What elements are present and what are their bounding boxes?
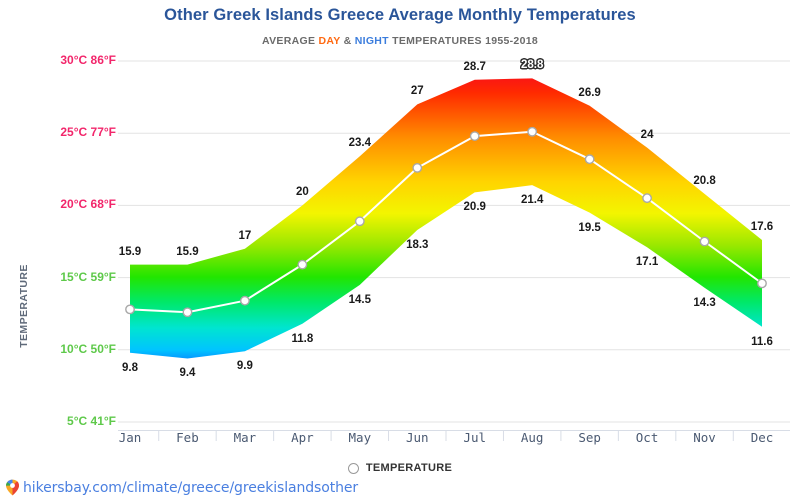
y-axis-tick-25: 25°C 77°F	[60, 125, 116, 140]
x-axis-tick-may: May	[348, 430, 372, 445]
data-label-night-jul: 20.9	[463, 201, 486, 214]
y-axis-tick-10: 10°C 50°F	[60, 341, 116, 356]
data-label-day-may: 23.4	[348, 137, 372, 150]
x-axis-tick-nov: Nov	[693, 430, 716, 445]
data-label-night-oct: 17.1	[635, 256, 659, 269]
data-point-jul[interactable]	[469, 131, 480, 141]
data-point-aug[interactable]	[527, 126, 538, 137]
data-point-jan[interactable]	[125, 304, 135, 315]
x-axis-tick-dec: Dec	[750, 430, 774, 445]
x-axis-tick-apr: Apr	[291, 430, 314, 445]
data-point-feb[interactable]	[182, 307, 193, 318]
data-label-day-sep: 26.9	[578, 86, 601, 99]
subtitle-day-word: DAY	[318, 35, 341, 47]
chart-legend: TEMPERATURE	[0, 462, 800, 474]
x-axis-tick-jan: Jan	[118, 430, 142, 445]
data-point-may[interactable]	[354, 216, 365, 227]
data-label-day-jul: 28.7	[463, 60, 486, 73]
temperature-range-band	[130, 78, 762, 359]
temperature-mean-line	[129, 130, 763, 314]
y-axis-tick-labels: 30°C 86°F 25°C 77°F 20°C 68°F 15°C 59°F 10°C…	[20, 0, 116, 500]
subtitle-night-word: NIGHT	[354, 35, 389, 47]
data-label-night-jan: 9.8	[122, 361, 138, 374]
page-title: Other Greek Islands Greece Average Month…	[164, 6, 636, 24]
circle-marker-icon	[347, 462, 359, 474]
data-label-night-jun: 18.3	[406, 238, 429, 251]
x-axis-tick-feb: Feb	[176, 430, 199, 445]
data-point-apr[interactable]	[297, 259, 308, 270]
data-label-day-apr: 20	[295, 186, 309, 199]
map-pin-icon	[6, 479, 19, 496]
data-label-day-oct: 24	[640, 128, 654, 141]
x-axis-tick-aug: Aug	[520, 430, 544, 445]
data-label-day-jun: 27	[410, 85, 424, 98]
data-label-night-mar: 9.9	[236, 360, 253, 373]
y-axis-tick-15: 15°C 59°F	[60, 269, 116, 284]
chart-subtitle: AVERAGE DAY & NIGHT TEMPERATURES 1955-20…	[0, 35, 800, 47]
data-point-sep[interactable]	[584, 154, 595, 165]
subtitle-ampersand: &	[340, 35, 355, 47]
data-label-day-aug: 28.8	[520, 59, 544, 72]
source-url[interactable]: hikersbay.com/climate/greece/greekisland…	[23, 479, 359, 496]
data-label-night-sep: 19.5	[578, 221, 601, 234]
data-label-night-feb: 9.4	[179, 367, 196, 380]
data-label-night-nov: 14.3	[693, 296, 716, 309]
y-axis-tick-5: 5°C 41°F	[67, 414, 116, 428]
x-axis-tick-sep: Sep	[578, 430, 601, 445]
data-label-day-mar: 17	[238, 229, 252, 242]
data-point-mar[interactable]	[240, 295, 250, 306]
x-axis-tick-oct: Oct	[635, 430, 659, 445]
data-point-jun[interactable]	[412, 162, 423, 173]
data-point-dec[interactable]	[757, 278, 767, 289]
data-label-day-feb: 15.9	[176, 245, 199, 258]
data-label-day-nov: 20.8	[693, 174, 716, 187]
subtitle-prefix: AVERAGE	[262, 35, 319, 47]
data-label-day-jan: 15.9	[118, 245, 142, 258]
x-axis-tick-mar: Mar	[233, 430, 257, 445]
data-label-night-aug: 21.4	[520, 194, 544, 207]
data-point-oct[interactable]	[642, 193, 652, 204]
legend-item-temperature: TEMPERATURE	[365, 462, 453, 474]
x-axis-tick-jul: Jul	[463, 430, 486, 445]
y-axis-tick-20: 20°C 68°F	[60, 197, 116, 212]
temperature-data-points[interactable]	[125, 126, 767, 318]
x-axis-tick-labels: Jan Feb Mar Apr May Jun Jul Aug Sep Oct Nov Dec	[0, 430, 800, 452]
source-footer[interactable]: hikersbay.com/climate/greece/greekisland…	[5, 479, 358, 496]
subtitle-suffix: TEMPERATURES 1955-2018	[388, 35, 538, 47]
y-axis-tick-30: 30°C 86°F	[60, 53, 116, 67]
data-point-nov[interactable]	[699, 236, 710, 247]
data-label-night-dec: 11.6	[751, 335, 773, 348]
data-label-night-apr: 11.8	[291, 332, 314, 345]
data-label-day-dec: 17.6	[750, 221, 774, 234]
data-label-night-may: 14.5	[348, 293, 372, 306]
x-axis-tick-jun: Jun	[405, 430, 429, 445]
